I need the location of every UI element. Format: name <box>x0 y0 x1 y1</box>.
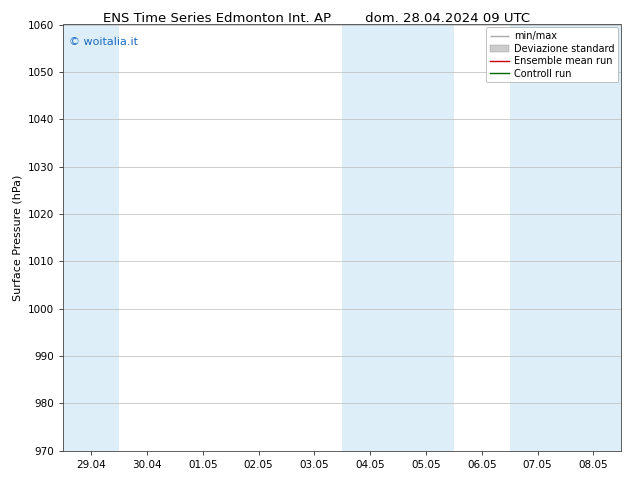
Bar <box>510 24 621 451</box>
Bar <box>63 24 119 451</box>
Bar <box>342 24 454 451</box>
Text: ENS Time Series Edmonton Int. AP        dom. 28.04.2024 09 UTC: ENS Time Series Edmonton Int. AP dom. 28… <box>103 12 531 25</box>
Y-axis label: Surface Pressure (hPa): Surface Pressure (hPa) <box>13 174 23 301</box>
Text: © woitalia.it: © woitalia.it <box>69 37 138 48</box>
Legend: min/max, Deviazione standard, Ensemble mean run, Controll run: min/max, Deviazione standard, Ensemble m… <box>486 27 618 82</box>
